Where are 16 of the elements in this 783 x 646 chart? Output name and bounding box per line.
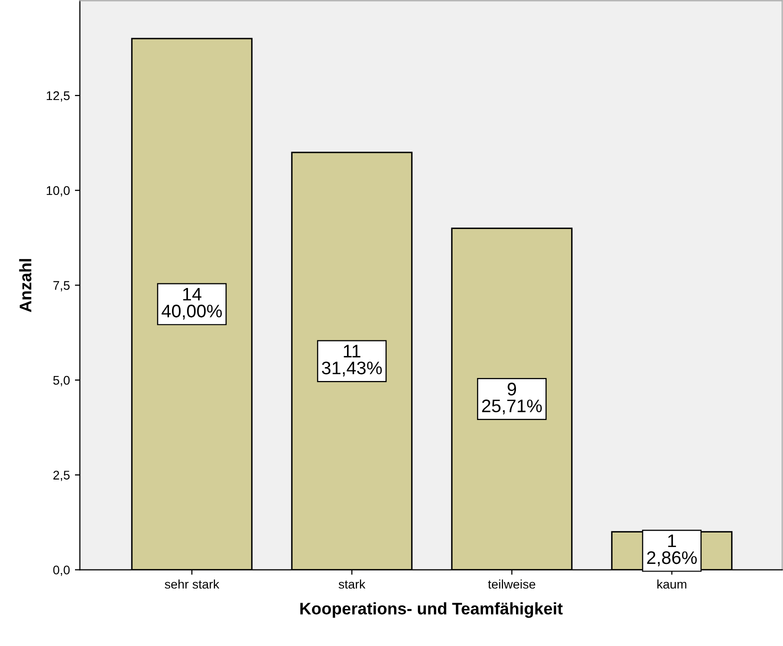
- data-label: 14 40,00%: [162, 288, 222, 320]
- y-tick-label: 7,5: [53, 281, 70, 292]
- y-tick-label: 0,0: [53, 566, 70, 576]
- y-tick-label: 5,0: [53, 376, 70, 386]
- data-label: 9 25,71%: [482, 382, 542, 414]
- y-tick-label: 10,0: [46, 186, 70, 196]
- y-tick-label: 2,5: [53, 470, 70, 482]
- y-tick-label: 12,5: [46, 91, 70, 102]
- x-axis-title: Kooperations- und Teamfähigkeit: [300, 602, 563, 618]
- y-axis-title: Anzahl: [19, 259, 32, 312]
- data-label: 11 31,43%: [322, 344, 382, 376]
- x-tick-label: kaum: [657, 579, 686, 589]
- data-label: 1 2,86%: [647, 534, 697, 566]
- x-tick-label: teilweise: [488, 579, 536, 589]
- x-tick-label: stark: [338, 579, 366, 589]
- x-tick-label: sehr stark: [164, 579, 220, 589]
